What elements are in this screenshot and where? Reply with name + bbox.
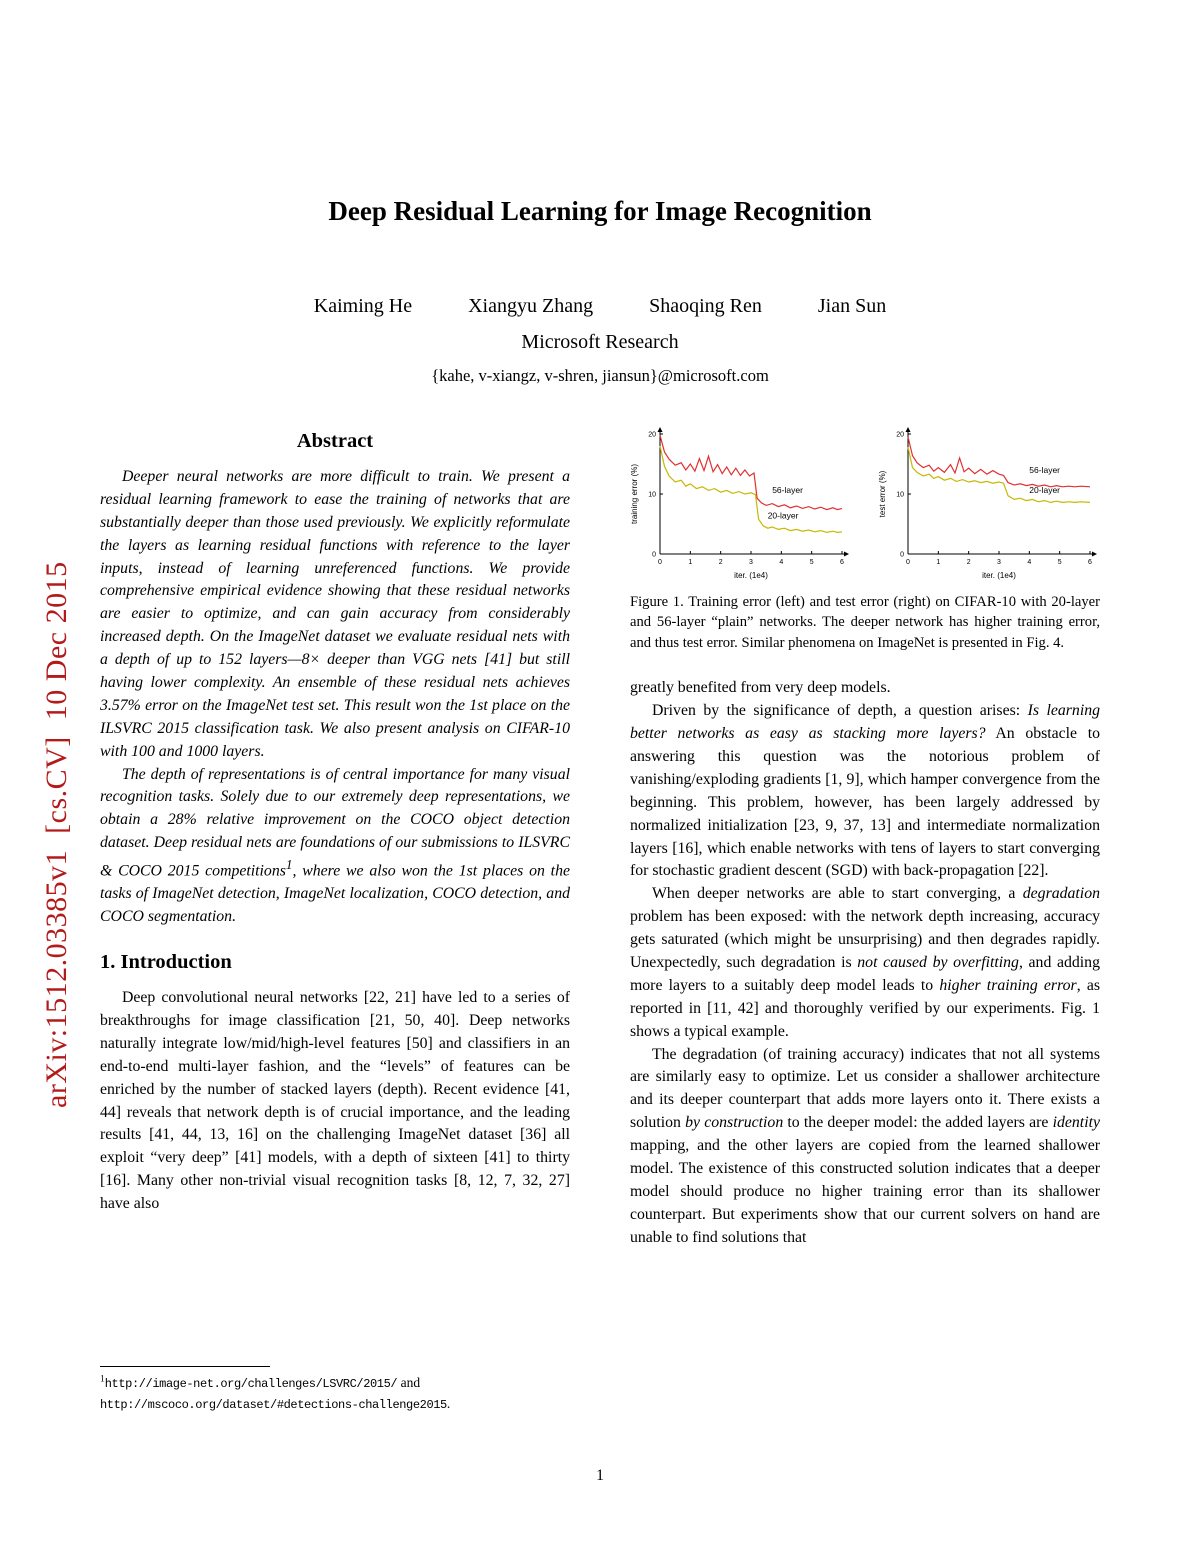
training-error-chart: 0 10 20 0 1 2 3 4 5 6 training error (%) iter. (1e4…: [630, 424, 852, 582]
affiliation: Microsoft Research: [521, 331, 679, 353]
introduction-heading: 1. Introduction: [100, 951, 232, 974]
test-error-chart: 0 10 20 0 1 2 3 4 5 6 test error (%) iter. (1e4) 56-…: [878, 424, 1100, 582]
svg-text:20: 20: [648, 432, 656, 439]
body-paragraph: The degradation (of training accuracy) i…: [630, 1045, 1100, 1246]
footnote-block: 1http://image-net.org/challenges/LSVRC/2…: [100, 1366, 570, 1414]
svg-text:training error (%): training error (%): [630, 464, 639, 524]
author-emails: {kahe, v-xiangz, v-shren, jiansun}@micro…: [431, 366, 769, 385]
svg-text:2: 2: [719, 559, 723, 566]
svg-text:4: 4: [779, 559, 783, 566]
svg-text:0: 0: [658, 559, 662, 566]
svg-text:iter. (1e4): iter. (1e4): [734, 571, 768, 580]
svg-text:5: 5: [810, 559, 814, 566]
svg-text:5: 5: [1058, 559, 1062, 566]
svg-text:0: 0: [652, 552, 656, 559]
svg-text:20-layer: 20-layer: [768, 511, 799, 521]
author-name: Jian Sun: [817, 295, 887, 317]
svg-text:56-layer: 56-layer: [772, 485, 803, 495]
svg-text:6: 6: [1088, 559, 1092, 566]
body-paragraph: When deeper networks are able to start c…: [630, 885, 1100, 1040]
svg-text:56-layer: 56-layer: [1029, 465, 1060, 475]
svg-text:1: 1: [936, 559, 940, 566]
author-name: Kaiming He: [313, 295, 413, 317]
left-column: Abstract Deeper neural networks are more…: [100, 424, 570, 1414]
svg-text:1: 1: [688, 559, 692, 566]
introduction-paragraph: Deep convolutional neural networks [22, …: [100, 989, 570, 1213]
page-number: 1: [596, 1467, 604, 1484]
svg-text:0: 0: [900, 552, 904, 559]
figure-caption: Figure 1. Training error (left) and test…: [630, 594, 1100, 651]
arxiv-watermark: arXiv:1512.03385v1 [cs.CV] 10 Dec 2015: [40, 561, 73, 1108]
body-paragraph: Driven by the significance of depth, a q…: [630, 702, 1101, 880]
svg-text:20: 20: [896, 432, 904, 439]
svg-text:iter. (1e4): iter. (1e4): [982, 571, 1016, 580]
right-column: 0 10 20 0 1 2 3 4 5 6 training error (%) iter. (1e4…: [630, 424, 1100, 1414]
svg-text:3: 3: [749, 559, 753, 566]
footnote-text: 1http://image-net.org/challenges/LSVRC/2…: [100, 1374, 451, 1412]
svg-text:3: 3: [997, 559, 1001, 566]
svg-text:test error (%): test error (%): [878, 470, 887, 517]
author-list: Kaiming He Xiangyu Zhang Shaoqing Ren Ji…: [0, 295, 1200, 318]
author-name: Shaoqing Ren: [649, 295, 762, 317]
svg-text:4: 4: [1027, 559, 1031, 566]
svg-text:0: 0: [906, 559, 910, 566]
svg-text:10: 10: [896, 492, 904, 499]
paper-header: Deep Residual Learning for Image Recogni…: [0, 196, 1200, 386]
footnote-rule: [100, 1366, 270, 1368]
body-paragraph: greatly benefited from very deep models.: [630, 679, 891, 697]
two-column-body: Abstract Deeper neural networks are more…: [100, 424, 1100, 1414]
figure-1: 0 10 20 0 1 2 3 4 5 6 training error (%) iter. (1e4…: [630, 424, 1100, 653]
svg-text:6: 6: [840, 559, 844, 566]
figure1-plots: 0 10 20 0 1 2 3 4 5 6 training error (%) iter. (1e4…: [630, 424, 1100, 582]
svg-text:10: 10: [648, 492, 656, 499]
abstract-paragraph: The depth of representations is of centr…: [100, 765, 570, 926]
paper-title: Deep Residual Learning for Image Recogni…: [328, 196, 872, 226]
abstract-paragraph: Deeper neural networks are more difficul…: [100, 468, 570, 760]
svg-text:2: 2: [967, 559, 971, 566]
author-name: Xiangyu Zhang: [468, 295, 594, 317]
svg-text:20-layer: 20-layer: [1029, 485, 1060, 495]
abstract-heading: Abstract: [296, 430, 374, 452]
